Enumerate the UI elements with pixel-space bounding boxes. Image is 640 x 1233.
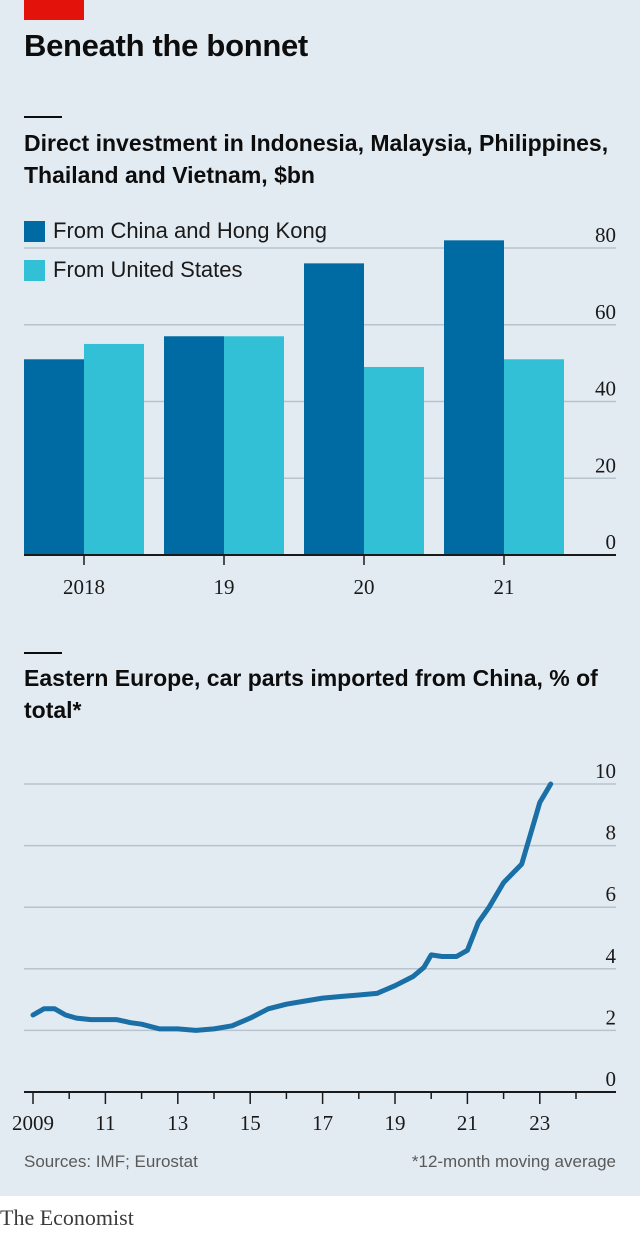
x-tick-label-19: 19 [214,575,235,599]
legend-swatch-china [24,220,45,242]
top-rule-1 [24,116,62,118]
sources-note: Sources: IMF; Eurostat [24,1152,198,1171]
line-chart-title: Eastern Europe, car parts imported from … [24,665,598,723]
line-x-tick-label-15: 15 [240,1111,261,1135]
bar-us-19 [224,336,284,555]
line-x-tick-label-19: 19 [385,1111,406,1135]
y-tick-label-60: 60 [595,300,616,324]
line-y-tick-label-10: 10 [595,759,616,783]
line-y-tick-label-0: 0 [606,1067,617,1091]
brand-footer: The Economist [0,1205,134,1230]
bar-us-21 [504,359,564,555]
legend-swatch-us [24,259,45,281]
bar-us-20 [364,366,424,555]
line-x-tick-label-17: 17 [312,1111,333,1135]
red-tag [24,0,84,20]
bar-china-21 [444,240,504,555]
line-y-tick-label-8: 8 [606,821,617,845]
line-y-tick-label-2: 2 [606,1005,617,1029]
line-x-tick-label-2009: 2009 [12,1111,54,1135]
line-x-tick-label-23: 23 [529,1111,550,1135]
legend-label-us: From United States [53,257,243,282]
bar-chart: 0 20 40 60 80 2018 19 20 21 [24,223,617,599]
bar-china-2018 [24,359,84,555]
top-rule-2 [24,652,62,654]
bar-china-20 [304,263,364,555]
line-y-tick-label-4: 4 [606,944,617,968]
line-y-tick-label-6: 6 [606,882,617,906]
moving-average-note: *12-month moving average [411,1152,616,1171]
bar-us-2018 [84,343,144,555]
y-tick-label-20: 20 [595,453,616,477]
line-x-tick-label-13: 13 [167,1111,188,1135]
y-tick-label-0: 0 [606,530,617,554]
bar-chart-title: Direct investment in Indonesia, Malaysia… [24,130,609,188]
x-tick-label-20: 20 [354,575,375,599]
legend-china: From China and Hong Kong [24,218,327,244]
x-tick-label-21: 21 [494,575,515,599]
series-line-car-parts-china [30,781,554,1033]
legend-us: From United States [24,257,243,283]
line-chart: 0 2 4 6 8 10 2009 11 13 15 17 19 21 23 [12,759,617,1135]
line-x-tick-label-21: 21 [457,1111,478,1135]
line-x-tick-label-11: 11 [95,1111,115,1135]
main-title: Beneath the bonnet [24,28,308,63]
y-tick-label-80: 80 [595,223,616,247]
x-tick-label-2018: 2018 [63,575,105,599]
legend-label-china: From China and Hong Kong [53,218,327,243]
bar-china-19 [164,336,224,555]
y-tick-label-40: 40 [595,377,616,401]
